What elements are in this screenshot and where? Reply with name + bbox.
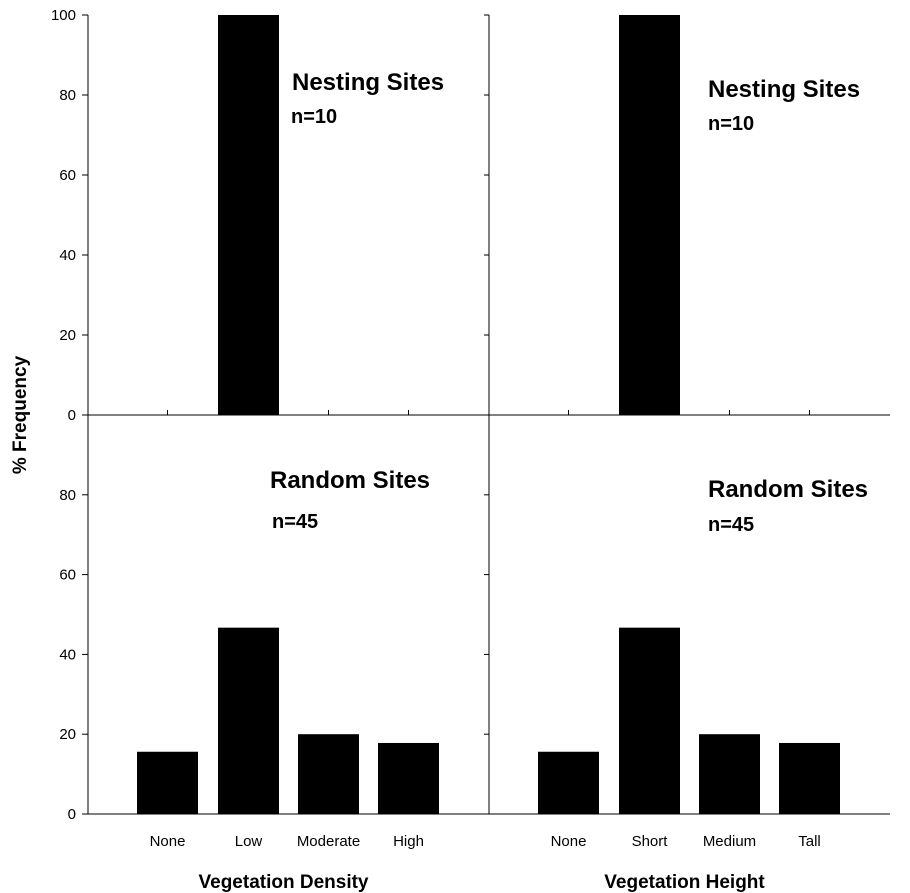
x-axis-title: Vegetation Height xyxy=(604,872,765,893)
x-axis-title: Vegetation Density xyxy=(199,872,369,893)
x-tick-label: None xyxy=(551,833,587,850)
panel-title: Random Sites xyxy=(270,467,430,494)
panel-n-label: n=45 xyxy=(272,511,318,533)
panel-nesting-density: 0 20 40 60 80 100 Nesting Sites n=10 xyxy=(51,7,489,424)
bar-random-height-medium xyxy=(699,734,760,814)
panel-title: Nesting Sites xyxy=(708,76,860,103)
bar-random-density-high xyxy=(378,742,439,814)
y-tick-label: 40 xyxy=(59,247,76,264)
panel-random-height: None Short Medium Tall Vegetation Height Rand… xyxy=(484,414,890,893)
x-tick-label: Tall xyxy=(798,833,821,850)
bar-nesting-height-short xyxy=(619,15,680,415)
panel-random-density: None Low Moderate High 0 20 40 60 80 Vegetation D… xyxy=(59,414,489,893)
panel-n-label: n=10 xyxy=(708,113,754,135)
bar-random-density-low xyxy=(218,627,279,814)
x-tick-label: Medium xyxy=(703,833,756,850)
y-tick-label: 80 xyxy=(59,487,76,504)
y-tick-label: 0 xyxy=(68,407,76,424)
y-axis-title: % Frequency xyxy=(10,355,31,474)
bar-random-density-moderate xyxy=(298,734,359,814)
bar-random-height-short xyxy=(619,627,680,814)
panel-title: Nesting Sites xyxy=(292,69,444,96)
x-tick-label: Moderate xyxy=(297,833,360,850)
y-tick-label: 60 xyxy=(59,567,76,584)
y-tick-label: 20 xyxy=(59,327,76,344)
bar-nesting-density-low xyxy=(218,15,279,415)
panel-n-label: n=45 xyxy=(708,514,754,536)
y-tick-label: 60 xyxy=(59,167,76,184)
x-tick-label: Short xyxy=(632,833,669,850)
x-tick-label: Low xyxy=(235,833,263,850)
y-tick-label: 100 xyxy=(51,7,76,24)
panel-nesting-height: Nesting Sites n=10 xyxy=(484,14,890,416)
y-tick-label: 0 xyxy=(68,806,76,823)
panel-n-label: n=10 xyxy=(291,106,337,128)
x-tick-label: None xyxy=(150,833,186,850)
bar-random-height-none xyxy=(538,751,599,814)
bar-random-density-none xyxy=(137,751,198,814)
x-tick-label: High xyxy=(393,833,424,850)
bar-random-height-tall xyxy=(779,742,840,814)
panel-title: Random Sites xyxy=(708,476,868,503)
y-tick-label: 80 xyxy=(59,87,76,104)
y-tick-label: 20 xyxy=(59,726,76,743)
y-tick-label: 40 xyxy=(59,646,76,663)
